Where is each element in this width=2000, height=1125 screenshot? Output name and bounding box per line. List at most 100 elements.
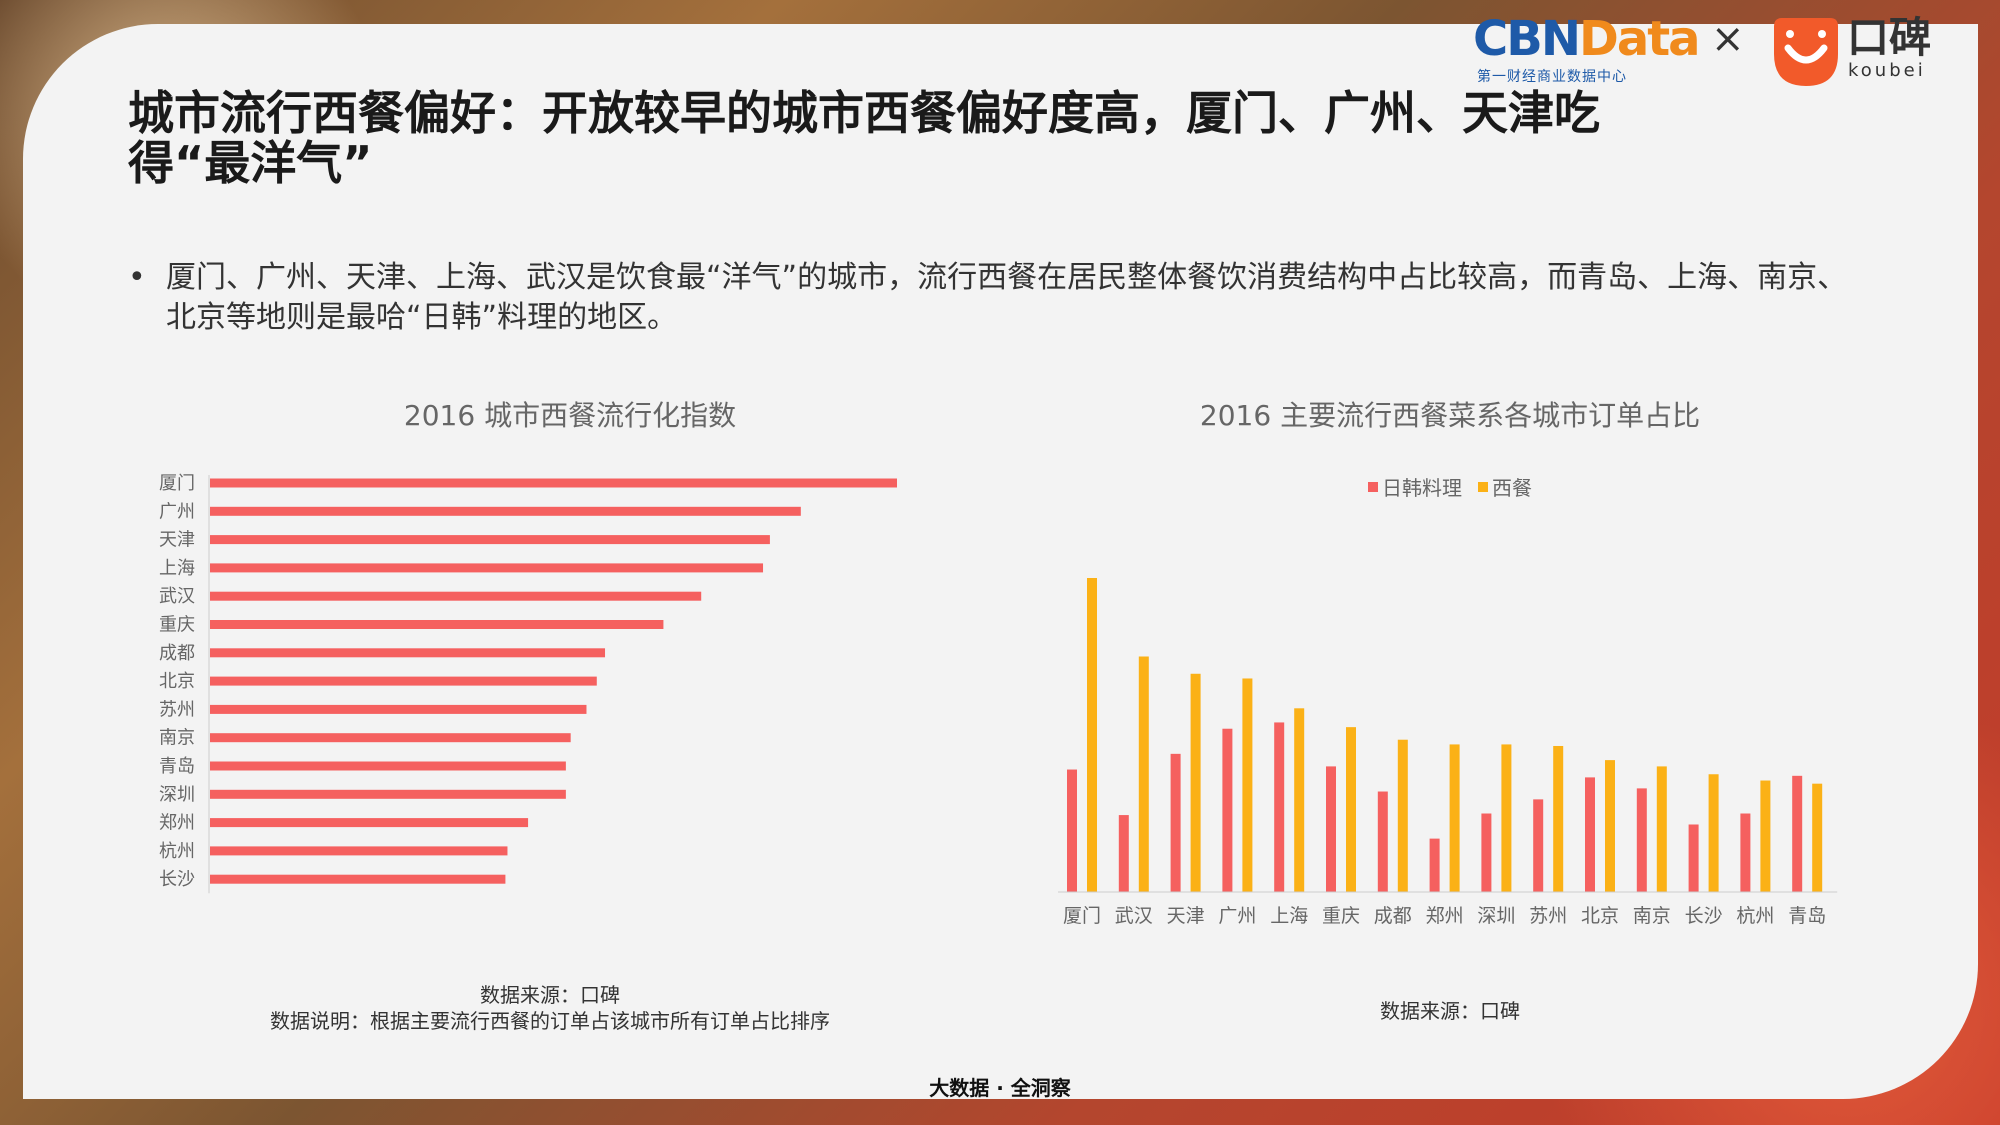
chart2-bar-rihan [1481, 813, 1492, 892]
koubei-smile-icon [1774, 18, 1838, 86]
chart2-bar-rihan [1118, 815, 1129, 892]
chart2-bar-xican [1553, 745, 1564, 892]
chart1-tick-label: 武汉 [159, 586, 195, 607]
footer-tagline: 大数据 · 全洞察 [929, 1076, 1071, 1100]
chart2-bar-rihan [1274, 722, 1285, 892]
legend-swatch-red [1368, 481, 1378, 492]
cbn-text: CBN [1473, 11, 1581, 67]
chart2-source: 数据来源：口碑 [1380, 999, 1520, 1023]
chart2-bar-rihan [1740, 813, 1751, 892]
chart2-bar-xican [1708, 774, 1719, 892]
chart2-grouped-bar: 厦门 武汉 天津 广州 上海 重庆 成都 郑州 深圳 苏州 北京 南京 长沙 杭州 青岛 [1058, 578, 1838, 927]
chart2-bar-xican [1501, 744, 1512, 892]
chart2-bar-rihan [1792, 775, 1803, 892]
chart1-bar [210, 761, 566, 771]
chart1-tick-label: 杭州 [159, 841, 195, 862]
chart2-tick-label: 重庆 [1322, 905, 1360, 927]
chart2-tick-label: 深圳 [1477, 905, 1515, 927]
chart2-bar-rihan [1326, 766, 1336, 892]
chart1-description: 数据说明：根据主要流行西餐的订单占该城市所有订单占比排序 [270, 1009, 830, 1033]
chart2-tick-label: 武汉 [1115, 905, 1153, 927]
koubei-subtitle: koubei [1848, 60, 1926, 81]
chart2-tick-label: 杭州 [1736, 905, 1774, 927]
chart2-bar-rihan [1067, 769, 1077, 892]
chart1-bar [210, 648, 606, 658]
chart2-bar-xican [1294, 708, 1305, 892]
legend-swatch-orange [1478, 481, 1488, 492]
legend-item-xican: 西餐 [1478, 472, 1532, 501]
chart2-tick-label: 南京 [1633, 905, 1671, 927]
chart2-bar-rihan [1429, 838, 1440, 892]
bullet-marker: • [128, 260, 146, 295]
chart1-bar [210, 789, 566, 799]
chart2-bar-xican [1605, 760, 1615, 892]
chart1-tick-label: 深圳 [159, 784, 195, 805]
chart2-bar-xican [1760, 780, 1771, 892]
slide-card [23, 24, 1978, 1099]
bullet-text: 厦门、广州、天津、上海、武汉是饮食最“洋气”的城市，流行西餐在居民整体餐饮消费结… [166, 260, 1848, 335]
chart1-tick-label: 厦门 [159, 473, 195, 494]
chart1-bar [210, 874, 506, 884]
chart1-bar [210, 676, 597, 686]
chart2-tick-label: 广州 [1218, 905, 1256, 927]
chart1-tick-label: 郑州 [159, 813, 195, 834]
legend-label-rihan: 日韩料理 [1382, 476, 1462, 500]
chart1-tick-label: 广州 [159, 501, 195, 522]
chart1-bar [210, 818, 529, 828]
chart2-bar-rihan [1170, 753, 1181, 892]
chart2-bar-rihan [1533, 799, 1544, 892]
chart2-tick-label: 上海 [1270, 905, 1308, 927]
chart2-bar-rihan [1377, 791, 1388, 892]
chart1-bar [210, 535, 770, 545]
chart2-bar-xican [1346, 727, 1356, 892]
chart2-tick-label: 成都 [1374, 905, 1412, 927]
data-text: Data [1578, 11, 1701, 67]
chart1-bar [210, 704, 587, 714]
chart1-tick-label: 重庆 [159, 615, 195, 636]
chart1-tick-label: 天津 [159, 530, 195, 551]
chart2-tick-label: 天津 [1167, 905, 1205, 927]
chart1-bar [210, 563, 764, 573]
logo-separator: × [1711, 16, 1745, 62]
legend-label-xican: 西餐 [1492, 476, 1532, 500]
chart2-bar-rihan [1585, 777, 1595, 892]
chart2-tick-label: 长沙 [1685, 905, 1723, 927]
chart1-tick-label: 青岛 [159, 756, 195, 777]
chart1-bar [210, 733, 571, 743]
chart2-tick-label: 厦门 [1063, 905, 1101, 927]
chart1-bar [210, 846, 508, 856]
chart2-bar-xican [1656, 766, 1667, 892]
chart1-bar [210, 620, 664, 629]
chart2-bar-xican [1138, 656, 1149, 892]
chart2-bar-xican [1397, 739, 1408, 892]
chart2-tick-label: 北京 [1581, 905, 1619, 927]
chart2-bar-xican [1812, 783, 1823, 892]
chart2-bar-xican [1087, 578, 1097, 892]
chart1-tick-label: 上海 [159, 558, 195, 579]
chart1-tick-label: 长沙 [159, 869, 195, 890]
chart1-tick-label: 成都 [159, 643, 195, 664]
chart1-source: 数据来源：口碑 [480, 983, 620, 1007]
cbndata-subtitle: 第一财经商业数据中心 [1477, 69, 1627, 85]
chart1-notes: 数据来源：口碑 数据说明：根据主要流行西餐的订单占该城市所有订单占比排序 [180, 982, 920, 1034]
page-title: 城市流行西餐偏好：开放较早的城市西餐偏好度高，厦门、广州、天津吃得“最洋气” [128, 86, 1600, 190]
chart1-tick-label: 南京 [159, 728, 195, 749]
chart2-tick-label: 青岛 [1788, 905, 1826, 927]
chart1-bar [210, 591, 702, 601]
cbndata-logo: CBNData 第一财经商业数据中心 [1473, 11, 1701, 86]
chart2-bar-rihan [1222, 728, 1233, 892]
chart1-bar [210, 506, 801, 516]
chart1-title: 2016 城市西餐流行化指数 [403, 399, 737, 432]
chart2-bar-rihan [1688, 824, 1699, 892]
chart2-bar-xican [1449, 744, 1460, 892]
chart1-tick-label: 北京 [159, 671, 195, 692]
chart1-bar [210, 478, 897, 488]
koubei-name: 口碑 [1847, 13, 1932, 62]
chart2-tick-label: 郑州 [1426, 905, 1464, 927]
legend-item-rihan: 日韩料理 [1368, 472, 1462, 501]
chart2-legend: 日韩料理 西餐 [1368, 472, 1532, 501]
chart1-tick-label: 苏州 [159, 699, 195, 720]
chart2-bar-xican [1190, 673, 1201, 892]
chart2-tick-label: 苏州 [1529, 905, 1567, 927]
